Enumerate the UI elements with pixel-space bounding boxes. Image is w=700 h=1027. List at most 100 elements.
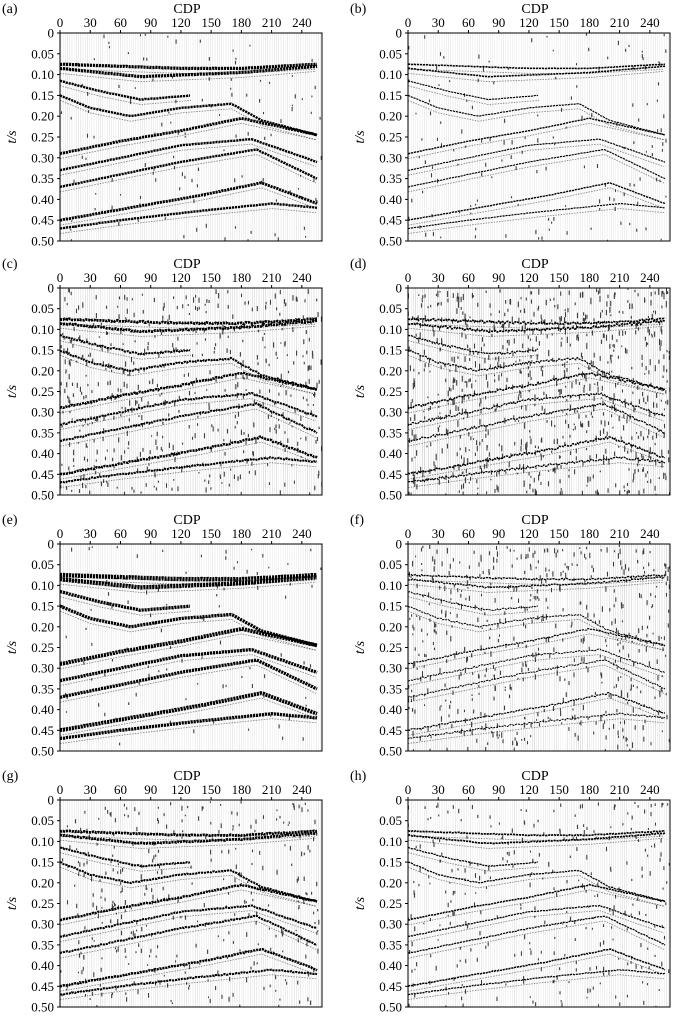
reflector-event [408, 182, 666, 221]
y-tick-label: 0.40 [31, 192, 54, 207]
x-tick-label: 60 [114, 15, 127, 30]
x-tick-label: 90 [492, 15, 505, 30]
x-tick-label: 120 [171, 270, 191, 285]
reflector-event [408, 573, 666, 581]
y-tick-label: 0.10 [31, 578, 54, 593]
reflector-event [408, 317, 666, 326]
x-tick-label: 240 [292, 782, 312, 797]
x-tick-label: 120 [171, 526, 191, 541]
x-tick-label: 0 [405, 526, 412, 541]
y-tick-label: 0.40 [379, 702, 402, 717]
y-tick-label: 0.25 [379, 640, 402, 655]
y-tick-label: 0.15 [31, 599, 54, 614]
x-tick-label: 180 [232, 782, 252, 797]
y-tick-label: 0 [396, 793, 403, 808]
y-tick-label: 0.40 [379, 192, 402, 207]
x-tick-label: 30 [84, 526, 97, 541]
x-tick-label: 60 [114, 526, 127, 541]
reflector-event [60, 572, 317, 582]
reflector-event [60, 648, 318, 683]
y-tick-label: 0.35 [379, 425, 402, 440]
x-tick-label: 0 [405, 782, 412, 797]
x-tick-label: 240 [640, 526, 660, 541]
panel-d: 0 30 60 90 120 150 180 210 240 0 0.05 0.10 0.15 0.20 0… [350, 257, 671, 503]
y-tick-label: 0.50 [379, 744, 402, 759]
reflector-event [408, 319, 666, 334]
x-axis-label: CDP [521, 769, 548, 784]
panel-h: 0 30 60 90 120 150 180 210 240 0 0.05 0.10 0.15 0.20 0… [350, 769, 671, 1015]
reflector-event [408, 861, 666, 903]
reflector-event [60, 589, 190, 612]
reflector-event [408, 138, 666, 171]
y-tick-label: 0.45 [379, 723, 402, 738]
y-tick-label: 0.50 [379, 1000, 402, 1015]
x-tick-label: 210 [262, 782, 282, 797]
panel-label: (h) [350, 769, 367, 784]
y-tick-label: 0.15 [31, 88, 54, 103]
y-tick-label: 0.15 [379, 599, 402, 614]
x-axis-label: CDP [173, 769, 200, 784]
y-tick-label: 0.45 [31, 979, 54, 994]
reflector-event [60, 947, 318, 988]
reflector-event [60, 435, 318, 476]
panel-c: 0 30 60 90 120 150 180 210 240 0 0.05 0.10 0.15 0.20 0… [2, 257, 323, 503]
seismic-traces [60, 33, 322, 241]
y-tick-label: 0.20 [379, 619, 402, 634]
x-tick-label: 150 [201, 15, 221, 30]
y-tick-label: 0.35 [379, 681, 402, 696]
y-tick-label: 0.35 [31, 425, 54, 440]
x-tick-label: 210 [610, 782, 630, 797]
reflector-event [60, 64, 318, 79]
panel-label: (c) [2, 257, 18, 272]
reflector-event [408, 65, 665, 78]
reflector-event [60, 904, 318, 938]
x-tick-label: 210 [262, 270, 282, 285]
x-tick-label: 0 [57, 782, 64, 797]
x-tick-label: 240 [640, 782, 660, 797]
seismic-traces [60, 288, 322, 495]
x-axis-label: CDP [521, 513, 548, 528]
reflector-event [60, 402, 318, 442]
seismic-traces [408, 544, 670, 751]
y-tick-label: 0.10 [31, 67, 54, 82]
y-tick-label: 0.25 [31, 896, 54, 911]
y-tick-label: 0.15 [31, 855, 54, 870]
y-tick-label: 0.25 [379, 130, 402, 145]
y-tick-label: 0.10 [379, 67, 402, 82]
y-tick-label: 0.20 [31, 619, 54, 634]
x-tick-label: 180 [580, 526, 600, 541]
x-tick-label: 90 [144, 526, 157, 541]
reflector-event [60, 626, 318, 667]
reflector-event [408, 63, 666, 70]
y-tick-label: 0.25 [31, 130, 54, 145]
y-tick-label: 0.10 [31, 322, 54, 337]
y-axis-label: t/s [353, 384, 368, 398]
x-tick-label: 150 [549, 782, 569, 797]
y-tick-label: 0.35 [31, 681, 54, 696]
x-tick-label: 90 [492, 782, 505, 797]
x-tick-label: 210 [610, 270, 630, 285]
x-tick-label: 210 [610, 15, 630, 30]
y-tick-label: 0.45 [379, 467, 402, 482]
panel-label: (a) [2, 2, 18, 17]
x-tick-label: 240 [292, 270, 312, 285]
reflector-event [408, 832, 666, 845]
x-tick-label: 150 [549, 270, 569, 285]
y-tick-label: 0.05 [379, 557, 402, 572]
x-tick-label: 240 [292, 15, 312, 30]
x-tick-label: 180 [580, 782, 600, 797]
reflector-event [60, 148, 318, 188]
y-tick-label: 0.45 [379, 213, 402, 228]
reflector-event [60, 181, 318, 222]
y-tick-label: 0.50 [379, 488, 402, 503]
x-tick-label: 90 [144, 270, 157, 285]
panel-label: (f) [350, 513, 364, 528]
reflector-event [60, 319, 318, 334]
x-tick-label: 90 [492, 526, 505, 541]
x-tick-label: 180 [232, 270, 252, 285]
y-tick-label: 0.25 [31, 640, 54, 655]
x-tick-label: 30 [432, 15, 445, 30]
seismic-traces [60, 800, 321, 1007]
x-tick-label: 120 [519, 526, 539, 541]
x-tick-label: 120 [519, 270, 539, 285]
